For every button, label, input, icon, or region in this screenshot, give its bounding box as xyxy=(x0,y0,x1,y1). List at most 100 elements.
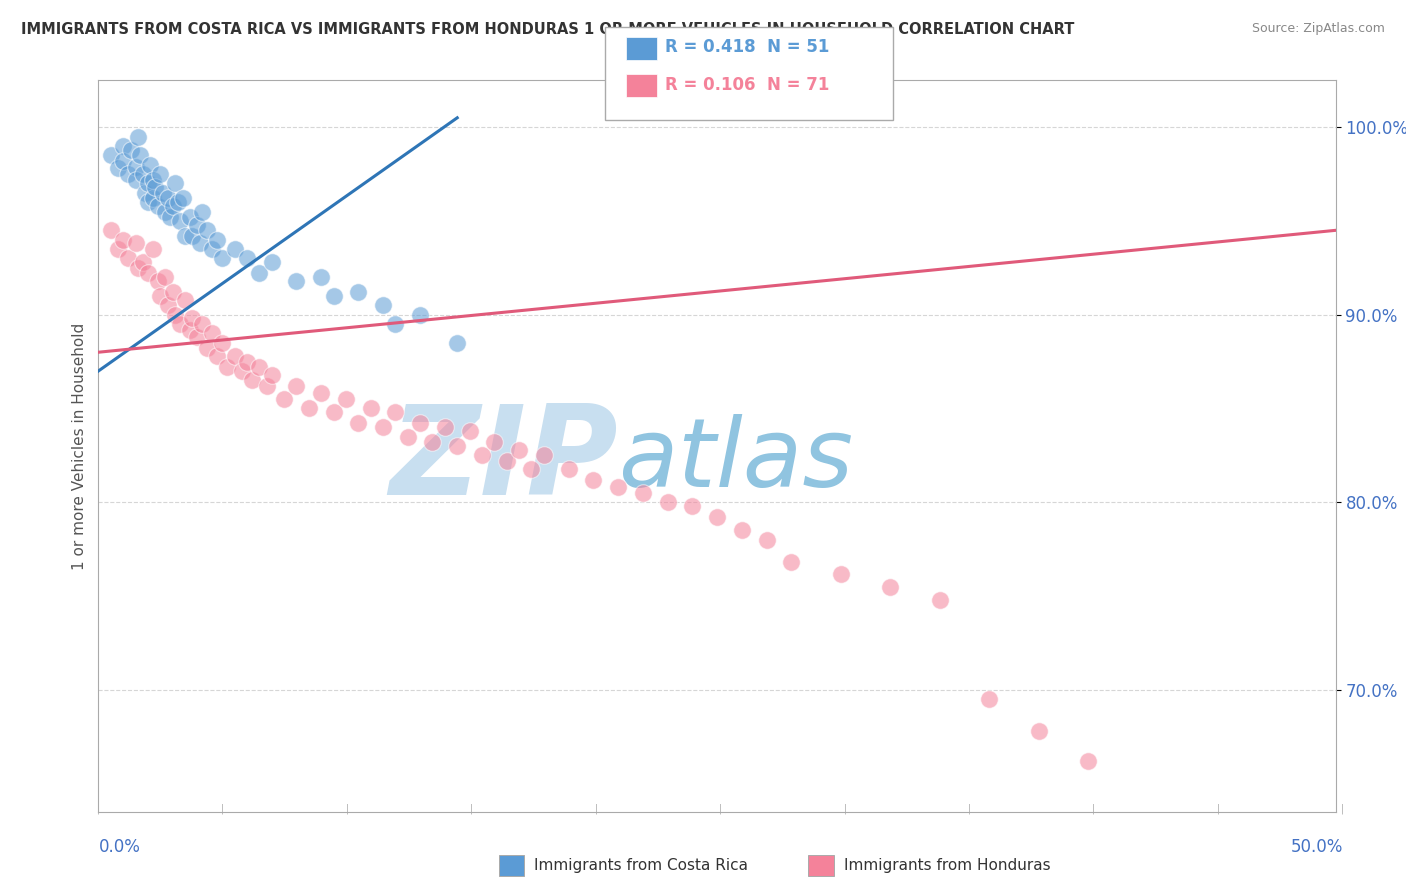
Point xyxy=(129,148,152,162)
Point xyxy=(484,435,506,450)
Point xyxy=(169,214,191,228)
Point xyxy=(247,360,270,375)
Text: |: | xyxy=(1216,803,1220,814)
Point xyxy=(149,289,172,303)
Point xyxy=(181,311,204,326)
Point xyxy=(132,255,155,269)
Point xyxy=(260,255,283,269)
Point xyxy=(143,180,166,194)
Point xyxy=(186,218,208,232)
Point xyxy=(285,379,308,393)
Text: Source: ZipAtlas.com: Source: ZipAtlas.com xyxy=(1251,22,1385,36)
Point xyxy=(107,242,129,256)
Point xyxy=(285,274,308,288)
Point xyxy=(120,143,142,157)
Point xyxy=(146,274,169,288)
Point xyxy=(422,435,444,450)
Point xyxy=(165,177,187,191)
Point xyxy=(211,335,233,350)
Point xyxy=(169,317,191,331)
Point xyxy=(681,499,703,513)
Text: |: | xyxy=(97,803,100,814)
Point xyxy=(195,223,218,237)
Point xyxy=(520,461,543,475)
Point xyxy=(124,172,146,186)
Point xyxy=(433,420,456,434)
Point xyxy=(174,229,197,244)
Point xyxy=(127,129,149,144)
Point xyxy=(127,260,149,275)
Point xyxy=(409,417,432,431)
Point xyxy=(979,692,1001,706)
Point xyxy=(384,405,406,419)
Point xyxy=(533,449,555,463)
Point xyxy=(236,354,259,368)
Point xyxy=(205,349,228,363)
Point xyxy=(179,210,201,224)
Point xyxy=(446,335,468,350)
Text: |: | xyxy=(967,803,972,814)
Point xyxy=(136,195,159,210)
Point xyxy=(371,298,394,312)
Point xyxy=(298,401,321,416)
Point xyxy=(152,186,174,200)
Point xyxy=(112,139,135,153)
Point xyxy=(247,267,270,281)
Text: IMMIGRANTS FROM COSTA RICA VS IMMIGRANTS FROM HONDURAS 1 OR MORE VEHICLES IN HOU: IMMIGRANTS FROM COSTA RICA VS IMMIGRANTS… xyxy=(21,22,1074,37)
Point xyxy=(117,252,139,266)
Point xyxy=(201,326,224,341)
Point xyxy=(508,442,530,457)
Point xyxy=(142,172,165,186)
Point xyxy=(155,204,177,219)
Point xyxy=(166,195,188,210)
Text: |: | xyxy=(1092,803,1095,814)
Point xyxy=(607,480,630,494)
Point xyxy=(134,186,156,200)
Point xyxy=(100,223,122,237)
Point xyxy=(231,364,253,378)
Point xyxy=(335,392,357,406)
Point xyxy=(112,233,135,247)
Point xyxy=(191,204,214,219)
Point xyxy=(706,510,728,524)
Point xyxy=(186,330,208,344)
Text: |: | xyxy=(1341,803,1344,814)
Text: R = 0.418  N = 51: R = 0.418 N = 51 xyxy=(665,38,830,56)
Point xyxy=(107,161,129,176)
Text: |: | xyxy=(346,803,349,814)
Point xyxy=(156,298,179,312)
Text: Immigrants from Honduras: Immigrants from Honduras xyxy=(844,858,1050,872)
Point xyxy=(172,191,194,205)
Text: |: | xyxy=(595,803,598,814)
Y-axis label: 1 or more Vehicles in Household: 1 or more Vehicles in Household xyxy=(72,322,87,570)
Point xyxy=(162,285,184,300)
Point xyxy=(322,405,344,419)
Point xyxy=(191,317,214,331)
Point xyxy=(360,401,382,416)
Point xyxy=(582,473,605,487)
Point xyxy=(780,555,803,569)
Point xyxy=(112,153,135,168)
Point xyxy=(322,289,344,303)
Point xyxy=(100,148,122,162)
Point xyxy=(142,242,165,256)
Point xyxy=(755,533,778,547)
Point xyxy=(657,495,679,509)
Point xyxy=(458,424,481,438)
Point xyxy=(928,592,950,607)
Point xyxy=(471,449,494,463)
Point xyxy=(371,420,394,434)
Point xyxy=(260,368,283,382)
Point xyxy=(446,439,468,453)
Point xyxy=(631,486,654,500)
Point xyxy=(224,349,246,363)
Text: R = 0.106  N = 71: R = 0.106 N = 71 xyxy=(665,76,830,94)
Text: Immigrants from Costa Rica: Immigrants from Costa Rica xyxy=(534,858,748,872)
Point xyxy=(159,210,181,224)
Point xyxy=(162,199,184,213)
Text: |: | xyxy=(221,803,225,814)
Point xyxy=(731,524,754,538)
Point xyxy=(236,252,259,266)
Text: 50.0%: 50.0% xyxy=(1291,838,1343,856)
Point xyxy=(384,317,406,331)
